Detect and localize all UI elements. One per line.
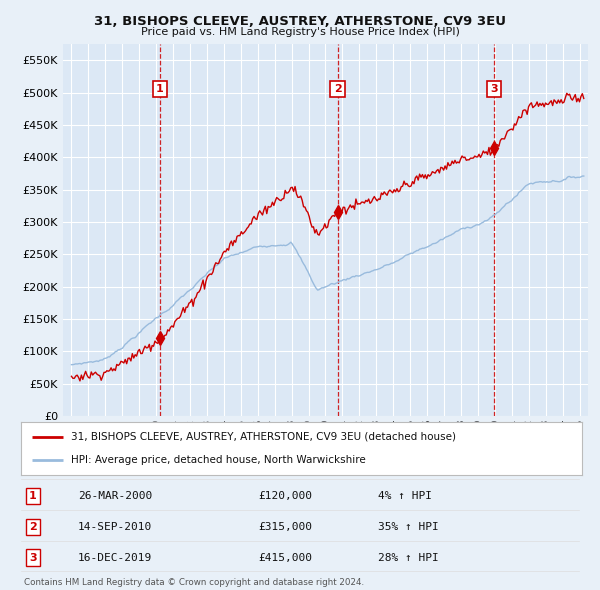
Text: 3: 3 [490,84,498,94]
Text: HPI: Average price, detached house, North Warwickshire: HPI: Average price, detached house, Nort… [71,455,366,465]
Text: 2: 2 [29,522,37,532]
Text: 26-MAR-2000: 26-MAR-2000 [78,491,152,501]
Text: £120,000: £120,000 [258,491,312,501]
Text: Price paid vs. HM Land Registry's House Price Index (HPI): Price paid vs. HM Land Registry's House … [140,27,460,37]
Text: £415,000: £415,000 [258,553,312,562]
Text: 1: 1 [156,84,164,94]
Text: 16-DEC-2019: 16-DEC-2019 [78,553,152,562]
Text: 4% ↑ HPI: 4% ↑ HPI [378,491,432,501]
Text: 28% ↑ HPI: 28% ↑ HPI [378,553,439,562]
Text: Contains HM Land Registry data © Crown copyright and database right 2024.: Contains HM Land Registry data © Crown c… [24,578,364,586]
Text: £315,000: £315,000 [258,522,312,532]
Text: 31, BISHOPS CLEEVE, AUSTREY, ATHERSTONE, CV9 3EU (detached house): 31, BISHOPS CLEEVE, AUSTREY, ATHERSTONE,… [71,432,457,442]
Text: 1: 1 [29,491,37,501]
Text: 35% ↑ HPI: 35% ↑ HPI [378,522,439,532]
Text: 2: 2 [334,84,341,94]
Text: 31, BISHOPS CLEEVE, AUSTREY, ATHERSTONE, CV9 3EU: 31, BISHOPS CLEEVE, AUSTREY, ATHERSTONE,… [94,15,506,28]
Text: 14-SEP-2010: 14-SEP-2010 [78,522,152,532]
Text: 3: 3 [29,553,37,562]
